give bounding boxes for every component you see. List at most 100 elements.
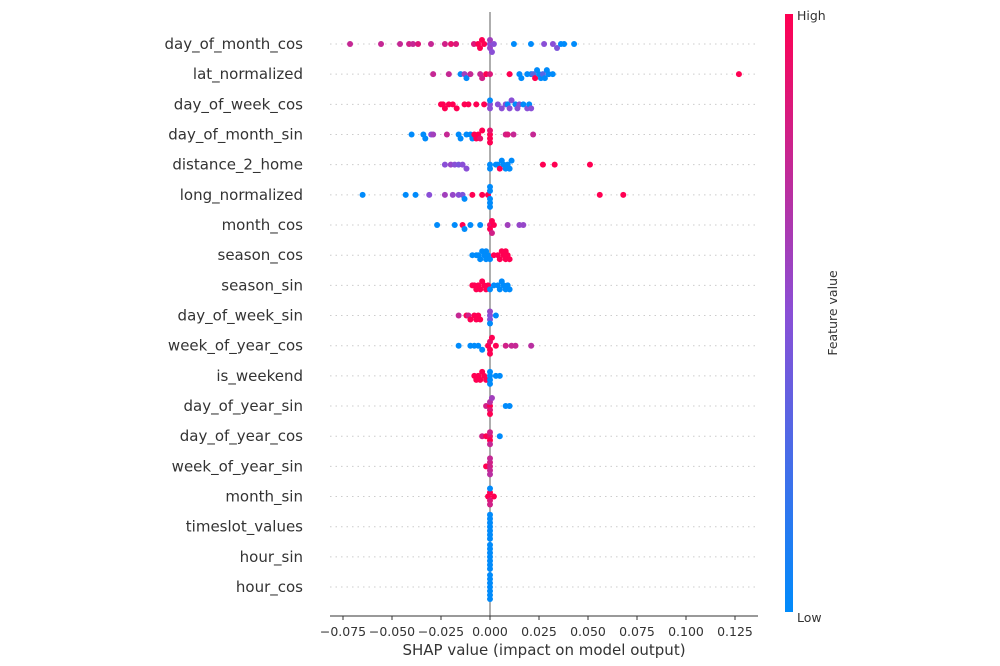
x-tick-label: 0.050 xyxy=(570,624,606,639)
shap-point xyxy=(463,165,470,172)
shap-point xyxy=(463,75,470,82)
shap-point xyxy=(549,41,556,47)
shap-point xyxy=(735,71,742,78)
feature-label: day_of_year_sin xyxy=(183,397,303,416)
feature-labels: day_of_month_cos lat_normalized day_of_wee… xyxy=(165,35,304,597)
shap-point xyxy=(347,41,354,47)
shap-point xyxy=(528,342,535,349)
shap-point xyxy=(506,105,513,112)
shap-point xyxy=(461,226,468,233)
shap-point xyxy=(445,71,452,78)
shap-point xyxy=(487,535,493,542)
feature-label: lat_normalized xyxy=(193,65,303,84)
shap-point xyxy=(488,334,495,341)
points-layer xyxy=(347,37,742,603)
shap-point xyxy=(487,105,493,112)
feature-label: month_cos xyxy=(222,216,304,235)
feature-label: timeslot_values xyxy=(186,518,303,537)
shap-point xyxy=(488,49,495,55)
shap-point xyxy=(477,45,484,51)
shap-point xyxy=(487,256,493,263)
shap-point xyxy=(496,372,503,379)
feature-label: week_of_year_cos xyxy=(168,337,303,356)
shap-point xyxy=(504,222,511,229)
shap-point xyxy=(378,41,385,47)
shap-point xyxy=(539,161,546,168)
shap-point xyxy=(586,161,593,168)
shap-point xyxy=(487,183,493,190)
shap-point xyxy=(477,316,484,323)
shap-point xyxy=(467,316,474,323)
shap-point xyxy=(496,286,503,293)
shap-point xyxy=(397,41,404,47)
shap-point xyxy=(453,41,460,47)
shap-point xyxy=(488,395,495,402)
shap-point xyxy=(506,71,513,78)
shap-point xyxy=(447,41,454,47)
shap-point xyxy=(494,101,501,108)
feature-label: week_of_year_sin xyxy=(172,457,303,476)
shap-point xyxy=(498,105,505,112)
shap-point xyxy=(506,286,513,293)
shap-point xyxy=(541,41,548,47)
shap-point xyxy=(490,41,497,47)
x-tick-label: 0.025 xyxy=(521,624,557,639)
shap-point xyxy=(477,286,484,293)
shap-point xyxy=(430,71,437,78)
shap-point xyxy=(508,97,515,104)
feature-label: long_normalized xyxy=(180,186,303,205)
shap-point xyxy=(430,131,437,138)
shap-point xyxy=(475,342,482,349)
shap-point xyxy=(487,320,493,327)
shap-point xyxy=(561,41,568,47)
x-axis-ticks: −0.075 −0.050 −0.025 0.000 0.025 0.050 0.075 0.… xyxy=(320,616,753,639)
shap-point xyxy=(541,75,548,82)
x-tick-label: 0.075 xyxy=(619,624,655,639)
colorbar-high-label: High xyxy=(797,8,826,23)
shap-point xyxy=(487,165,493,172)
shap-point xyxy=(512,342,519,349)
x-tick-label: −0.050 xyxy=(369,624,415,639)
x-axis-label: SHAP value (impact on model output) xyxy=(402,641,685,659)
shap-point xyxy=(487,441,493,448)
x-tick-label: −0.025 xyxy=(418,624,464,639)
shap-point xyxy=(409,41,416,47)
feature-label: day_of_week_sin xyxy=(178,307,303,326)
shap-point xyxy=(487,411,493,418)
feature-label: hour_sin xyxy=(240,548,303,567)
feature-label: hour_cos xyxy=(236,578,303,597)
feature-label: season_sin xyxy=(221,276,303,295)
shap-point xyxy=(496,165,503,172)
shap-point xyxy=(496,433,503,440)
shap-point xyxy=(487,429,493,436)
shap-point xyxy=(487,37,493,43)
shap-point xyxy=(443,131,450,138)
colorbar-low-label: Low xyxy=(797,610,822,625)
shap-point xyxy=(479,127,486,134)
shap-point xyxy=(441,161,448,168)
shap-point xyxy=(455,312,462,319)
feature-label: day_of_year_cos xyxy=(180,427,303,446)
shap-point xyxy=(620,191,627,198)
shap-point xyxy=(487,485,493,492)
x-tick-label: 0.000 xyxy=(472,624,508,639)
shap-point xyxy=(554,45,561,51)
shap-point xyxy=(451,222,458,229)
shap-point xyxy=(481,101,488,108)
shap-point xyxy=(488,230,495,237)
feature-label: distance_2_home xyxy=(172,156,303,175)
shap-point xyxy=(459,161,466,168)
shap-point xyxy=(441,105,448,112)
shap-point xyxy=(412,191,419,198)
shap-point xyxy=(434,222,441,229)
shap-point xyxy=(441,191,448,198)
shap-point xyxy=(487,368,493,375)
shap-point xyxy=(481,41,488,47)
shap-point xyxy=(502,342,509,349)
shap-point xyxy=(487,127,493,134)
colorbar-title: Feature value xyxy=(825,270,840,356)
shap-point xyxy=(506,403,513,410)
shap-point xyxy=(408,131,415,138)
shap-point xyxy=(487,286,493,293)
